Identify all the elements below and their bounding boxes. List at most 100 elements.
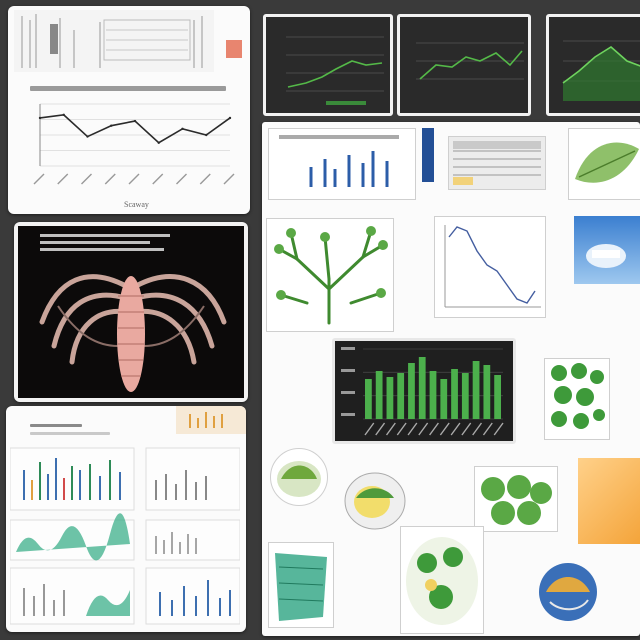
- dashboard-sheet: [6, 406, 246, 632]
- data-point: [110, 124, 113, 127]
- data-point: [157, 141, 160, 144]
- bar: [386, 377, 394, 419]
- series-line: [39, 114, 231, 144]
- bar: [440, 379, 448, 419]
- x-tick-label: [418, 422, 429, 436]
- sphere-illustration: [536, 560, 600, 624]
- bowl-illustration-1: [270, 448, 328, 506]
- book-stack-thumbnail: [448, 136, 546, 190]
- dark-monitor-3: [546, 14, 640, 116]
- y-tick-label: [341, 347, 355, 350]
- x-tick-label: [81, 173, 92, 185]
- bar: [472, 361, 480, 419]
- x-tick-label: [429, 422, 439, 436]
- x-tick-label: [472, 422, 483, 436]
- x-tick-label: [104, 173, 116, 185]
- bar: [365, 379, 372, 419]
- decline-line-chart: [444, 225, 541, 308]
- anatomy-image: [18, 226, 244, 398]
- x-tick-label: [439, 422, 450, 436]
- bar: [375, 371, 383, 419]
- dark-monitor-1: [263, 14, 393, 116]
- chart-title-text: [30, 86, 226, 91]
- green-hatched-pattern: [275, 553, 327, 621]
- main-board: [262, 122, 640, 636]
- bar: [451, 369, 458, 419]
- bar: [429, 371, 437, 419]
- x-tick-label: [482, 422, 493, 436]
- x-tick-label: [364, 422, 375, 436]
- data-point: [62, 113, 65, 117]
- blue-globe-tile: [574, 216, 640, 284]
- x-tick-label: [493, 422, 504, 436]
- header-bar-chart-thumbnail: [14, 10, 214, 72]
- leaf-grid-panel: [544, 358, 610, 440]
- x-tick-label: [33, 173, 45, 185]
- doc-bar-chart: [268, 128, 416, 200]
- x-tick-label: [223, 173, 235, 185]
- doc-bar-chart-svg: [279, 135, 399, 187]
- logo-icon: [189, 412, 223, 428]
- leaf-illustration: [575, 142, 639, 183]
- dark-line-chart-1: [266, 17, 390, 113]
- bar: [408, 363, 415, 419]
- globe-icon: [586, 244, 626, 268]
- sheet-heading: [30, 424, 82, 427]
- x-tick-label: [461, 422, 472, 436]
- sheet-subheading: [30, 432, 110, 435]
- x-tick-label: [176, 173, 187, 185]
- book-stack: [453, 141, 541, 185]
- bar: [418, 357, 426, 419]
- leaf-thumbnail: [568, 128, 640, 200]
- blue-marker: [422, 128, 434, 182]
- bowl-icon-1: [277, 461, 321, 497]
- x-tick-label: [375, 422, 386, 436]
- data-point: [205, 133, 208, 137]
- bowl-illustration-2: [342, 468, 408, 534]
- bar: [461, 373, 469, 419]
- x-tick-label: [128, 173, 140, 185]
- leaf-grid: [551, 363, 605, 429]
- line-chart-card: Scaway: [8, 6, 250, 214]
- x-tick-label: [450, 422, 461, 436]
- x-tick-label: [199, 173, 211, 185]
- line-chart: [33, 103, 235, 185]
- x-axis-label: Scaway: [124, 200, 149, 209]
- sphere-icon: [539, 563, 597, 621]
- cabbage-illustration: [474, 466, 558, 532]
- data-point: [133, 119, 137, 123]
- header-bar-chart: [14, 10, 214, 72]
- anatomy-image-frame: [14, 222, 248, 402]
- bar: [494, 375, 501, 419]
- data-point: [86, 135, 89, 138]
- bowl-icon-2: [344, 472, 406, 530]
- orange-panel: [578, 458, 640, 544]
- green-hatched-card: [268, 542, 334, 628]
- sheet-logo: [176, 406, 246, 434]
- bar: [483, 365, 491, 419]
- red-legend-swatch: [226, 40, 242, 58]
- salad-bowl-icon: [406, 537, 478, 625]
- y-tick-label: [341, 413, 355, 416]
- tree-illustration-card: [266, 218, 394, 332]
- tree-illustration: [274, 226, 388, 325]
- dark-monitor-2: [397, 14, 531, 116]
- dark-line-chart-2: [400, 17, 528, 113]
- x-tick-label: [396, 422, 407, 436]
- data-point: [38, 116, 42, 120]
- x-tick-label: [385, 422, 396, 436]
- y-tick-label: [341, 391, 355, 394]
- x-tick-label: [57, 173, 69, 185]
- data-point: [228, 116, 232, 120]
- decline-chart-card: [434, 216, 546, 318]
- dashboard-mini-charts: [10, 447, 240, 625]
- cabbage-icon: [481, 475, 552, 525]
- central-bar-chart: [335, 341, 513, 441]
- x-tick-label: [407, 422, 418, 436]
- dark-line-chart-3: [549, 17, 640, 113]
- bar: [397, 373, 405, 419]
- data-point: [181, 127, 184, 130]
- central-bar-chart-frame: [332, 338, 516, 444]
- y-tick-label: [341, 369, 355, 372]
- x-tick-label: [152, 173, 164, 185]
